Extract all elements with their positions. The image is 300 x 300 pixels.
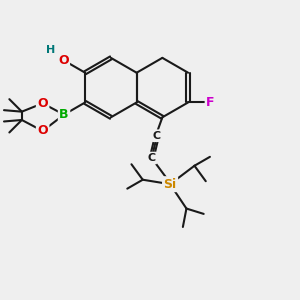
Text: C: C [148,153,156,163]
Text: F: F [206,96,214,109]
Text: O: O [37,124,48,137]
Text: C: C [153,131,161,141]
Text: O: O [58,54,69,67]
Text: O: O [37,97,48,110]
Text: B: B [59,108,69,121]
Text: Si: Si [164,178,177,191]
Text: H: H [46,45,56,55]
